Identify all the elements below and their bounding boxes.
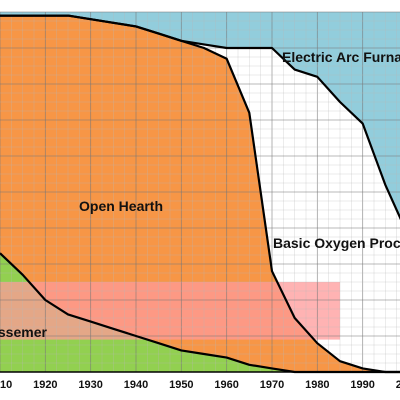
x-tick-label: 1990 xyxy=(350,379,374,391)
x-axis-ticks: 10 1920 1930 1940 1950 1960 1970 1980 1990 2000 xyxy=(0,379,400,391)
x-tick-label: 10 xyxy=(0,379,12,391)
grid-layer xyxy=(0,11,400,373)
x-tick-label: 1950 xyxy=(169,379,193,391)
label-bessemer: Bessemer xyxy=(0,324,47,340)
label-basic-oxygen-process: Basic Oxygen Process xyxy=(273,235,400,251)
x-tick-label: 2000 xyxy=(396,379,400,391)
x-tick-label: 1960 xyxy=(214,379,238,391)
x-tick-label: 1920 xyxy=(33,379,57,391)
x-tick-label: 1970 xyxy=(260,379,284,391)
x-tick-label: 1930 xyxy=(78,379,102,391)
area-electric-arc-furnace xyxy=(0,12,400,218)
x-tick-label: 1940 xyxy=(124,379,148,391)
boundary-line-layer xyxy=(0,14,400,374)
label-electric-arc-furnace: Electric Arc Furnace xyxy=(282,49,400,65)
area-bessemer xyxy=(0,253,400,372)
region-label-layer: Electric Arc Furnace Basic Oxygen Proces… xyxy=(0,49,400,340)
label-open-hearth: Open Hearth xyxy=(79,198,163,214)
boundary-line-2 xyxy=(0,14,400,221)
x-tick-label: 1980 xyxy=(305,379,329,391)
